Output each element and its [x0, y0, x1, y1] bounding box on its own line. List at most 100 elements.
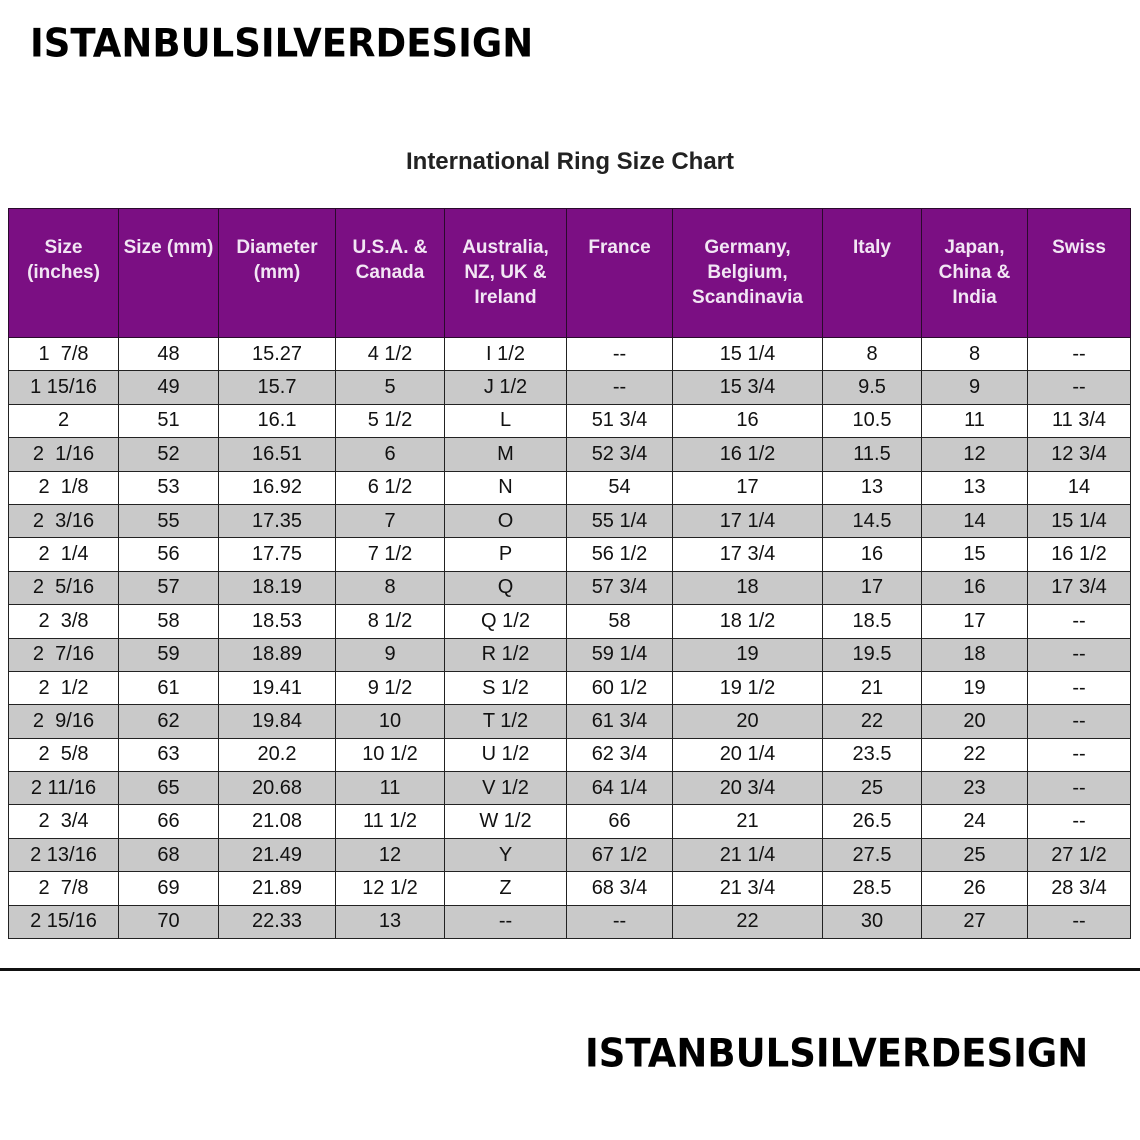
table-cell: 1 7/8 [8, 336, 119, 372]
table-cell: 20 1/4 [672, 737, 823, 773]
table-cell: 65 [118, 771, 219, 806]
table-cell: -- [1027, 737, 1131, 773]
table-cell: 68 [118, 837, 219, 873]
column-header: Size (inches) [8, 208, 119, 338]
table-cell: 2 5/16 [8, 570, 119, 606]
column-header: Size (mm) [118, 208, 219, 338]
column-header: Swiss [1027, 208, 1131, 338]
table-cell: 55 1/4 [566, 503, 673, 539]
table-cell: 63 [118, 737, 219, 773]
table-cell: 11 [335, 771, 445, 806]
table-cell: -- [1027, 771, 1131, 806]
table-cell: 61 3/4 [566, 704, 673, 739]
table-cell: -- [1027, 670, 1131, 706]
table-cell: 23.5 [822, 737, 922, 773]
table-cell: 2 3/4 [8, 804, 119, 839]
table-cell: 52 3/4 [566, 437, 673, 472]
table-cell: 28 3/4 [1027, 871, 1131, 906]
table-cell: 18 1/2 [672, 604, 823, 639]
table-row: 2 9/16 62 19.84 10 T 1/2 61 3/4 20 22 20 -- [8, 704, 1131, 739]
table-cell: 21 1/4 [672, 837, 823, 873]
table-cell: 18.89 [218, 637, 336, 672]
table-cell: T 1/2 [444, 704, 567, 739]
brand-logo-top: ISTANBULSILVERDESIGN [30, 20, 534, 67]
table-cell: 19 [921, 670, 1028, 706]
column-header: Australia, NZ, UK & Ireland [444, 208, 567, 338]
brand-logo-bottom: ISTANBULSILVERDESIGN [585, 1030, 1089, 1077]
table-cell: 11 3/4 [1027, 403, 1131, 439]
table-cell: 15 1/4 [672, 336, 823, 372]
table-cell: 15 3/4 [672, 370, 823, 405]
table-cell: 11.5 [822, 437, 922, 472]
table-row: 2 15/16 70 22.33 13 -- -- 22 30 27 -- [8, 904, 1131, 940]
table-cell: 20 [921, 704, 1028, 739]
table-cell: 15.7 [218, 370, 336, 405]
table-cell: 59 [118, 637, 219, 672]
table-cell: 19 1/2 [672, 670, 823, 706]
table-row: 2 1/8 53 16.92 6 1/2 N 54 17 13 13 14 [8, 470, 1131, 505]
table-cell: S 1/2 [444, 670, 567, 706]
table-cell: 15 1/4 [1027, 503, 1131, 539]
table-cell: 53 [118, 470, 219, 505]
table-cell: 68 3/4 [566, 871, 673, 906]
table-cell: 21.49 [218, 837, 336, 873]
table-cell: 59 1/4 [566, 637, 673, 672]
table-cell: 17 1/4 [672, 503, 823, 539]
table-cell: 20 3/4 [672, 771, 823, 806]
table-cell: U 1/2 [444, 737, 567, 773]
table-row: 2 5/16 57 18.19 8 Q 57 3/4 18 17 16 17 3/4 [8, 570, 1131, 606]
table-cell: 62 [118, 704, 219, 739]
divider [0, 968, 1140, 971]
table-cell: 12 1/2 [335, 871, 445, 906]
table-cell: 16 [672, 403, 823, 439]
table-row: 2 13/16 68 21.49 12 Y 67 1/2 21 1/4 27.5 25 27 1/… [8, 837, 1131, 873]
table-cell: 7 1/2 [335, 537, 445, 572]
table-cell: 2 [8, 403, 119, 439]
table-cell: 19.41 [218, 670, 336, 706]
column-header: France [566, 208, 673, 338]
table-cell: 20 [672, 704, 823, 739]
table-cell: 27 1/2 [1027, 837, 1131, 873]
table-cell: 10.5 [822, 403, 922, 439]
table-cell: 14 [1027, 470, 1131, 505]
table-cell: 22 [822, 704, 922, 739]
table-cell: V 1/2 [444, 771, 567, 806]
table-cell: W 1/2 [444, 804, 567, 839]
table-cell: Z [444, 871, 567, 906]
table-row: 2 3/8 58 18.53 8 1/2 Q 1/2 58 18 1/2 18.5 17 -- [8, 604, 1131, 639]
table-cell: 69 [118, 871, 219, 906]
table-cell: 66 [118, 804, 219, 839]
table-cell: 2 1/16 [8, 437, 119, 472]
table-cell: 24 [921, 804, 1028, 839]
table-cell: -- [444, 904, 567, 940]
table-cell: 21.89 [218, 871, 336, 906]
table-cell: N [444, 470, 567, 505]
table-cell: 51 3/4 [566, 403, 673, 439]
table-cell: 2 15/16 [8, 904, 119, 940]
table-cell: -- [1027, 370, 1131, 405]
table-cell: 14.5 [822, 503, 922, 539]
table-cell: 9 [921, 370, 1028, 405]
table-cell: 56 1/2 [566, 537, 673, 572]
table-cell: 19 [672, 637, 823, 672]
table-cell: 17 [921, 604, 1028, 639]
table-cell: 2 1/4 [8, 537, 119, 572]
table-cell: 12 [335, 837, 445, 873]
table-cell: 8 [335, 570, 445, 606]
table-cell: 21 [822, 670, 922, 706]
table-cell: O [444, 503, 567, 539]
table-cell: -- [566, 370, 673, 405]
table-cell: 10 1/2 [335, 737, 445, 773]
table-cell: 21 [672, 804, 823, 839]
table-cell: 2 9/16 [8, 704, 119, 739]
table-cell: 49 [118, 370, 219, 405]
table-cell: 2 5/8 [8, 737, 119, 773]
table-cell: 22.33 [218, 904, 336, 940]
table-cell: 57 3/4 [566, 570, 673, 606]
table-row: 1 7/8 48 15.27 4 1/2 I 1/2 -- 15 1/4 8 8 -- [8, 336, 1131, 372]
table-row: 2 5/8 63 20.2 10 1/2 U 1/2 62 3/4 20 1/4 23.5 22… [8, 737, 1131, 773]
table-cell: 64 1/4 [566, 771, 673, 806]
table-cell: 9.5 [822, 370, 922, 405]
table-cell: 11 1/2 [335, 804, 445, 839]
table-cell: 70 [118, 904, 219, 940]
